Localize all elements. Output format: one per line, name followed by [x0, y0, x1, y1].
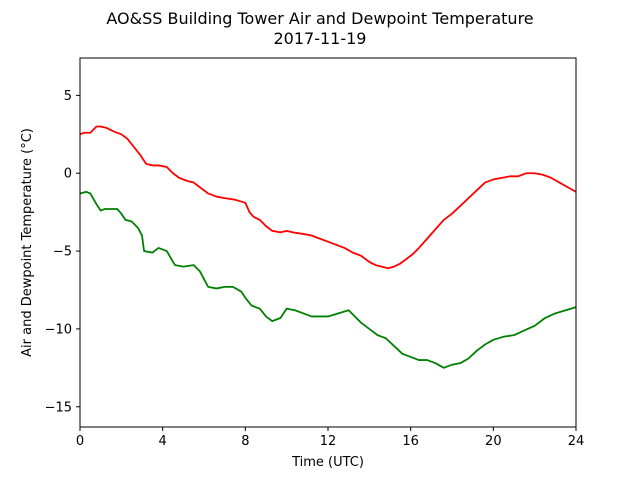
plot-frame	[79, 57, 577, 428]
x-tick-label: 24	[568, 434, 585, 449]
y-axis-label: Air and Dewpoint Temperature (°C)	[20, 128, 35, 357]
x-tick-label: 0	[76, 434, 84, 449]
series-line-0	[79, 125, 577, 270]
chart-subtitle: 2017-11-19	[274, 29, 367, 48]
y-tick-label: −10	[45, 322, 72, 337]
y-tick-label: −5	[53, 245, 72, 260]
x-tick-label: 20	[485, 434, 502, 449]
x-tick-label: 16	[402, 434, 419, 449]
x-tick-label: 8	[241, 434, 249, 449]
x-axis-ticks: 0 4 8 12 16 20 24	[76, 427, 584, 449]
y-axis-ticks: 5 0 −5 −10 −15	[45, 89, 80, 415]
y-tick-label: 5	[64, 89, 72, 104]
plot-content	[79, 125, 577, 369]
x-axis-label: Time (UTC)	[291, 455, 364, 470]
x-tick-label: 4	[159, 434, 167, 449]
x-tick-label: 12	[320, 434, 337, 449]
series-line-1	[79, 190, 577, 369]
y-tick-label: −15	[45, 400, 72, 415]
y-tick-label: 0	[64, 167, 72, 182]
chart-title: AO&SS Building Tower Air and Dewpoint Te…	[106, 9, 533, 28]
